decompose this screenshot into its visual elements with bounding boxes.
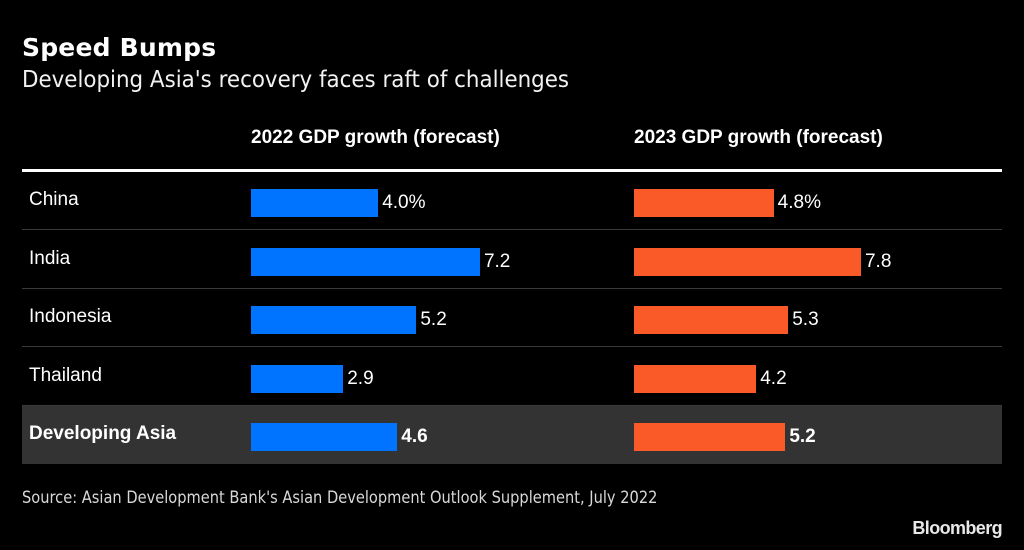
chart-subtitle: Developing Asia's recovery faces raft of… bbox=[22, 67, 570, 93]
chart-title: Speed Bumps bbox=[22, 33, 217, 62]
series-2023-value-label: 4.8% bbox=[777, 192, 821, 213]
category-label: Thailand bbox=[29, 364, 102, 386]
series-2023-value-label: 5.3 bbox=[792, 309, 819, 330]
series-2023-value-label: 5.2 bbox=[789, 426, 816, 447]
series-2022-value-label: 4.0% bbox=[382, 192, 426, 213]
series-2023-bar bbox=[634, 247, 861, 276]
category-label: India bbox=[29, 247, 71, 269]
series-2022-bar bbox=[251, 247, 480, 276]
series-2023-bar bbox=[634, 189, 774, 217]
table-row: Developing Asia 4.6 5.2 bbox=[22, 406, 1002, 464]
column-header-2022: 2022 GDP growth (forecast) bbox=[251, 127, 500, 148]
series-2022-value-label: 4.6 bbox=[401, 426, 428, 447]
table-row: Indonesia 5.2 5.3 bbox=[22, 289, 1002, 347]
series-2022-value-label: 2.9 bbox=[347, 367, 374, 389]
series-2023-bar bbox=[634, 364, 757, 393]
category-label: China bbox=[29, 189, 79, 210]
header-rule bbox=[22, 169, 1002, 172]
category-label: Indonesia bbox=[29, 306, 112, 327]
table-row: India 7.2 7.8 bbox=[22, 231, 1002, 289]
series-2022-value-label: 7.2 bbox=[483, 250, 511, 272]
series-2022-bar bbox=[251, 306, 417, 334]
series-2022-bar bbox=[251, 423, 398, 451]
series-2023-value-label: 4.2 bbox=[760, 367, 787, 389]
table-row: China 4.0% 4.8% bbox=[22, 172, 1002, 230]
bloomberg-logo: Bloomberg bbox=[912, 518, 1002, 538]
column-header-2023: 2023 GDP growth (forecast) bbox=[634, 127, 883, 148]
series-2023-bar bbox=[634, 423, 786, 451]
series-2022-bar bbox=[251, 364, 344, 393]
table-row: Thailand 2.9 4.2 bbox=[22, 348, 1002, 406]
series-2023-value-label: 7.8 bbox=[864, 250, 892, 272]
series-2022-value-label: 5.2 bbox=[420, 309, 447, 330]
series-2023-bar bbox=[634, 306, 789, 334]
category-label: Developing Asia bbox=[29, 423, 177, 444]
source-note: Source: Asian Development Bank's Asian D… bbox=[22, 488, 658, 508]
series-2022-bar bbox=[251, 189, 379, 217]
